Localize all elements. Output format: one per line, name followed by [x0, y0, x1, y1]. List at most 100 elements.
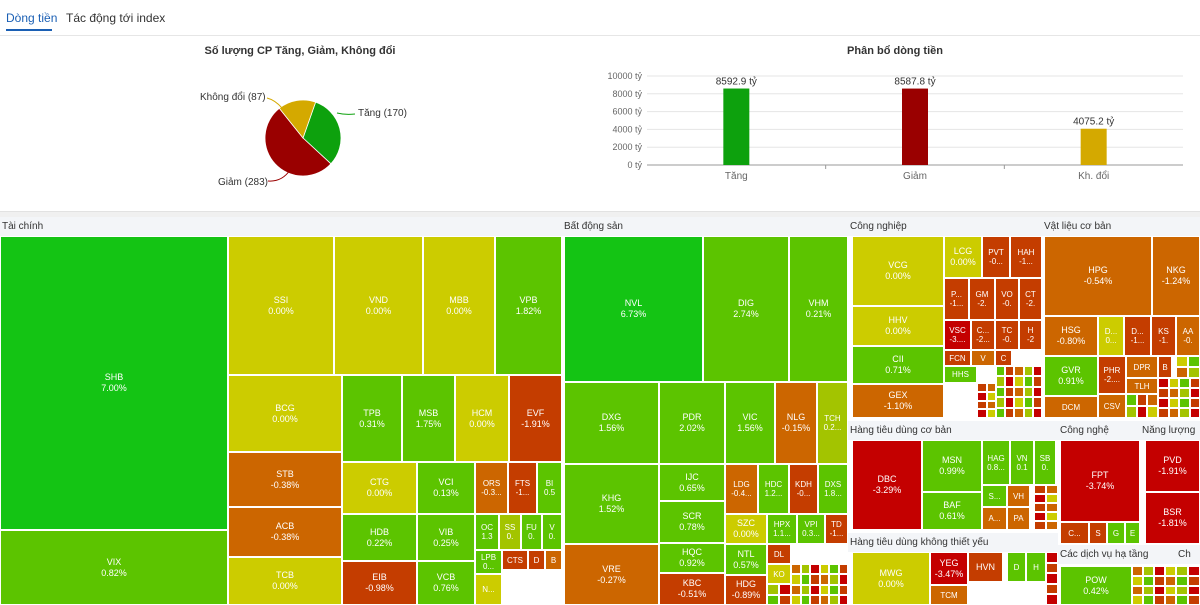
treemap-mini-tile[interactable] [800, 594, 810, 605]
treemap-tile-vic[interactable]: VIC 1.56% [725, 382, 775, 464]
treemap-mini-tile[interactable] [1165, 585, 1176, 596]
treemap-mini-tile[interactable] [1176, 595, 1188, 605]
treemap-mini-tile[interactable] [1046, 562, 1058, 574]
treemap-mini-tile[interactable] [829, 564, 839, 575]
treemap-tile-hpg[interactable]: HPG -0.54% [1044, 236, 1152, 316]
treemap-tile-dig[interactable]: DIG 2.74% [703, 236, 789, 382]
treemap-tile-shb[interactable]: SHB 7.00% [0, 236, 228, 530]
treemap-mini-tile[interactable] [1046, 552, 1058, 563]
treemap-tile-pow[interactable]: POW 0.42% [1060, 566, 1132, 605]
treemap-mini-tile[interactable] [1023, 407, 1033, 418]
treemap-tile-yeg[interactable]: YEG -3.47% [930, 552, 968, 585]
tab-tac-dong-index[interactable]: Tác động tới index [66, 11, 166, 25]
treemap-tile-ssi[interactable]: SSI 0.00% [228, 236, 334, 375]
treemap-mini-tile[interactable] [1165, 566, 1176, 576]
treemap-mini-tile[interactable] [1189, 408, 1200, 418]
treemap-mini-tile[interactable] [810, 594, 820, 605]
treemap-mini-tile[interactable] [1154, 595, 1165, 605]
treemap-tile-ldg[interactable]: LDG -0.4... [725, 464, 758, 514]
treemap-tile-dxs[interactable]: DXS 1.8... [818, 464, 848, 514]
treemap-tile-c3[interactable]: C... [1060, 522, 1089, 544]
treemap-tile-vcg[interactable]: VCG 0.00% [852, 236, 944, 306]
treemap-mini-tile[interactable] [810, 574, 820, 585]
treemap-tile-vsc[interactable]: VSC -3.... [944, 320, 971, 350]
treemap-mini-tile[interactable] [986, 409, 996, 418]
treemap-tile-tpb[interactable]: TPB 0.31% [342, 375, 402, 462]
treemap-mini-tile[interactable] [1046, 583, 1058, 595]
treemap-mini-tile[interactable] [996, 386, 1006, 398]
treemap-tile-aa[interactable]: AA -0. [1176, 316, 1200, 356]
treemap-mini-tile[interactable] [1154, 585, 1165, 596]
treemap-tile-hpx[interactable]: HPX 1.1... [767, 514, 797, 544]
treemap-mini-tile[interactable] [1188, 356, 1200, 367]
treemap-mini-tile[interactable] [1179, 408, 1190, 418]
treemap-mini-tile[interactable] [1014, 366, 1024, 377]
treemap-tile-kbc[interactable]: KBC -0.51% [659, 573, 725, 605]
treemap-mini-tile[interactable] [1046, 594, 1058, 605]
treemap-tile-acb[interactable]: ACB -0.38% [228, 507, 342, 557]
treemap-mini-tile[interactable] [767, 594, 779, 605]
treemap-tile-hdg[interactable]: HDG -0.89% [725, 575, 767, 605]
pie-slice-flat[interactable] [278, 99, 317, 139]
treemap-tile-vh[interactable]: VH [1007, 485, 1030, 507]
treemap-tile-tlh[interactable]: TLH [1126, 378, 1158, 394]
treemap-tile-vix[interactable]: VIX 0.82% [0, 530, 228, 605]
treemap-tile-fts[interactable]: FTS -1... [508, 462, 537, 514]
treemap-mini-tile[interactable] [1126, 394, 1137, 406]
treemap-tile-hhv[interactable]: HHV 0.00% [852, 306, 944, 346]
treemap-tile-cts[interactable]: CTS [502, 550, 528, 570]
treemap-tile-tcb[interactable]: TCB 0.00% [228, 557, 342, 605]
treemap-tile-vo[interactable]: VO -0. [995, 278, 1019, 320]
treemap-tile-gex[interactable]: GEX -1.10% [852, 384, 944, 418]
treemap-tile-ko[interactable]: KO [767, 564, 791, 584]
treemap-mini-tile[interactable] [1005, 386, 1015, 398]
treemap-mini-tile[interactable] [977, 400, 987, 410]
treemap-mini-tile[interactable] [1032, 386, 1042, 398]
treemap-mini-tile[interactable] [1014, 397, 1024, 408]
treemap-mini-tile[interactable] [838, 594, 848, 605]
treemap-mini-tile[interactable] [977, 383, 987, 392]
treemap-tile-mbb[interactable]: MBB 0.00% [423, 236, 495, 375]
treemap-tile-bcg[interactable]: BCG 0.00% [228, 375, 342, 452]
treemap-tile-s1[interactable]: S... [982, 485, 1007, 507]
treemap-mini-tile[interactable] [819, 594, 829, 605]
treemap-mini-tile[interactable] [1154, 575, 1165, 586]
treemap-tile-tcm[interactable]: TCM [930, 585, 968, 605]
treemap-tile-dl[interactable]: DL [767, 544, 791, 564]
treemap-mini-tile[interactable] [996, 366, 1006, 377]
treemap-mini-tile[interactable] [986, 400, 996, 410]
treemap-tile-bi[interactable]: BI 0.5 [537, 462, 562, 514]
treemap-mini-tile[interactable] [1005, 397, 1015, 408]
treemap-mini-tile[interactable] [1188, 595, 1200, 605]
bar-flat[interactable] [1080, 128, 1107, 165]
treemap-tile-fcn[interactable]: FCN [944, 350, 971, 366]
treemap-mini-tile[interactable] [1179, 378, 1190, 388]
treemap-tile-h2[interactable]: H [1026, 552, 1046, 582]
treemap-mini-tile[interactable] [1032, 407, 1042, 418]
treemap-mini-tile[interactable] [779, 594, 791, 605]
treemap-mini-tile[interactable] [819, 584, 829, 595]
treemap-tile-b1[interactable]: B [545, 550, 562, 570]
treemap-mini-tile[interactable] [1176, 356, 1188, 367]
treemap-mini-tile[interactable] [1032, 366, 1042, 377]
treemap-tile-lpb[interactable]: LPB 0... [475, 550, 502, 574]
treemap-tile-d4[interactable]: D [1007, 552, 1026, 582]
treemap-mini-tile[interactable] [1176, 575, 1188, 586]
treemap-mini-tile[interactable] [1143, 595, 1154, 605]
treemap-tile-a1[interactable]: A... [982, 507, 1007, 530]
treemap-mini-tile[interactable] [800, 564, 810, 575]
treemap-mini-tile[interactable] [1132, 566, 1143, 576]
treemap-mini-tile[interactable] [1188, 367, 1200, 378]
treemap-tile-msn[interactable]: MSN 0.99% [922, 440, 982, 492]
treemap-tile-hhs[interactable]: HHS [944, 366, 977, 383]
treemap-mini-tile[interactable] [791, 594, 801, 605]
treemap-mini-tile[interactable] [779, 584, 791, 595]
treemap-mini-tile[interactable] [819, 564, 829, 575]
treemap-tile-nlg[interactable]: NLG -0.15% [775, 382, 817, 464]
treemap-mini-tile[interactable] [1034, 521, 1046, 530]
treemap-mini-tile[interactable] [996, 397, 1006, 408]
treemap-tile-ors[interactable]: ORS -0.3... [475, 462, 508, 514]
treemap-tile-n1[interactable]: N... [475, 574, 502, 605]
treemap-tile-ss[interactable]: SS 0. [499, 514, 521, 550]
treemap-tile-pvt[interactable]: PVT -0... [982, 236, 1010, 278]
